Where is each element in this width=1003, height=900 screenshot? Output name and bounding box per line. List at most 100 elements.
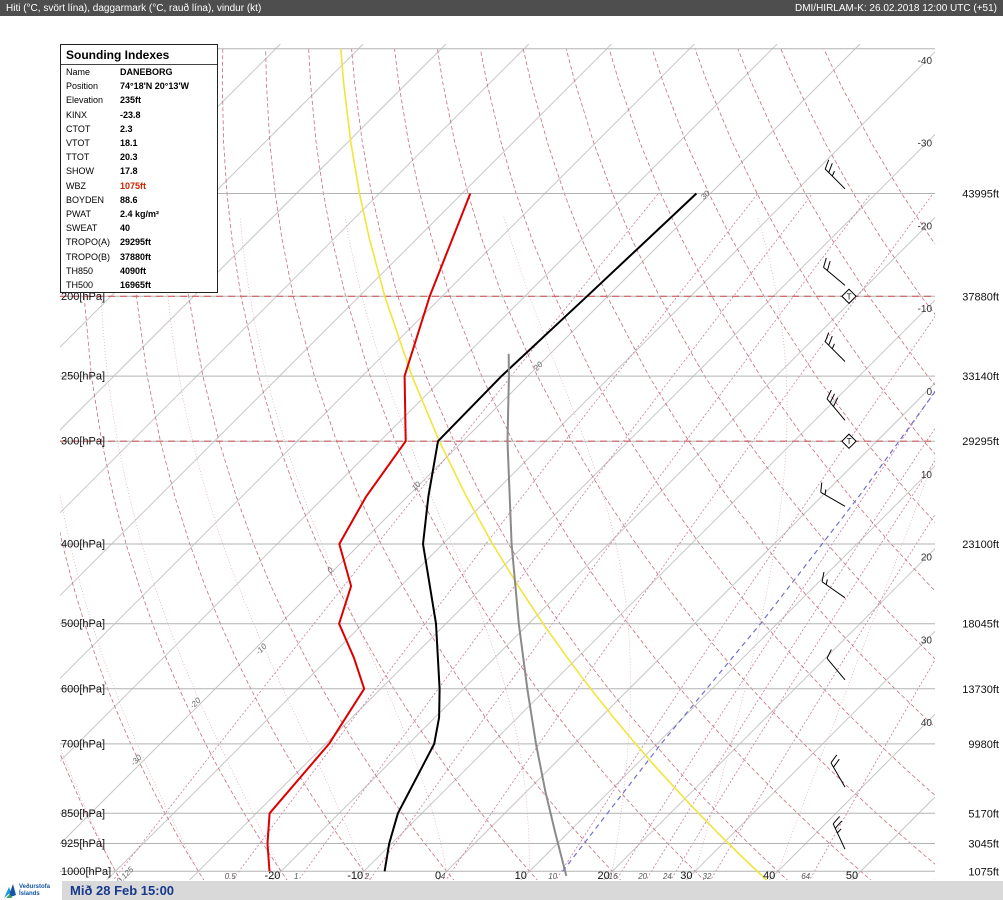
curve-temperature bbox=[383, 192, 698, 872]
dry-adiabats bbox=[60, 48, 935, 880]
index-value: 235ft bbox=[120, 95, 142, 106]
svg-text:T: T bbox=[847, 292, 852, 301]
index-row: TTOT 20.3 bbox=[61, 150, 217, 164]
index-value: 4090ft bbox=[120, 265, 147, 276]
svg-text:-10: -10 bbox=[918, 304, 933, 315]
svg-text:0: 0 bbox=[926, 387, 932, 398]
index-value: -23.8 bbox=[120, 109, 141, 120]
logo-line-1: Veðurstofa bbox=[19, 884, 51, 890]
vedurstofa-logo: Veðurstofa Íslands bbox=[0, 881, 62, 900]
index-label: TTOT bbox=[66, 152, 90, 163]
svg-text:32: 32 bbox=[703, 872, 712, 881]
legend-text: Hiti (°C, svört lína), daggarmark (°C, r… bbox=[6, 2, 262, 14]
index-value: 2.4 kg/m² bbox=[120, 209, 160, 220]
index-row: Position 74°18'N 20°13'W bbox=[61, 79, 217, 93]
svg-text:850[hPa]: 850[hPa] bbox=[61, 808, 105, 820]
svg-text:40: 40 bbox=[763, 870, 775, 882]
index-row: Elevation 235ft bbox=[61, 93, 217, 107]
svg-text:250[hPa]: 250[hPa] bbox=[61, 371, 105, 383]
svg-text:-40: -40 bbox=[918, 56, 933, 67]
svg-text:16: 16 bbox=[609, 872, 618, 881]
index-label: Name bbox=[66, 67, 91, 77]
index-value: 20.3 bbox=[120, 152, 138, 163]
curve-dewpoint bbox=[266, 193, 472, 872]
curve-standard-atmosphere bbox=[506, 353, 568, 877]
index-row: CTOT 2.3 bbox=[61, 122, 217, 136]
index-label: TH500 bbox=[66, 280, 94, 291]
index-value: 29295ft bbox=[120, 237, 152, 248]
valid-time-label: Mið 28 Feb 15:00 bbox=[70, 883, 175, 898]
svg-text:925[hPa]: 925[hPa] bbox=[61, 838, 105, 850]
svg-text:33140ft: 33140ft bbox=[962, 371, 999, 383]
index-row: SHOW 17.8 bbox=[61, 164, 217, 178]
index-row: Name DANEBORG bbox=[61, 65, 217, 79]
footer-bar: Veðurstofa Íslands Mið 28 Feb 15:00 bbox=[0, 881, 1003, 900]
svg-text:500[hPa]: 500[hPa] bbox=[61, 618, 105, 630]
index-row: SWEAT 40 bbox=[61, 221, 217, 235]
svg-text:0: 0 bbox=[325, 565, 335, 575]
index-value: DANEBORG bbox=[120, 67, 173, 77]
index-value: 40 bbox=[120, 223, 131, 234]
svg-text:-20: -20 bbox=[264, 870, 280, 882]
svg-text:700[hPa]: 700[hPa] bbox=[61, 738, 105, 750]
svg-text:24: 24 bbox=[662, 872, 672, 881]
svg-text:3045ft: 3045ft bbox=[968, 839, 999, 851]
svg-text:50: 50 bbox=[846, 870, 858, 882]
curve-blue-reference bbox=[562, 390, 935, 872]
svg-text:-30: -30 bbox=[918, 139, 933, 150]
index-row: TH500 16965ft bbox=[61, 278, 217, 292]
svg-text:400[hPa]: 400[hPa] bbox=[61, 539, 105, 551]
svg-text:200[hPa]: 200[hPa] bbox=[61, 291, 105, 303]
wind-barb bbox=[824, 332, 846, 362]
wind-barb-column bbox=[820, 159, 846, 850]
svg-text:2: 2 bbox=[364, 872, 370, 881]
index-row: KINX -23.8 bbox=[61, 108, 217, 122]
svg-text:9980ft: 9980ft bbox=[968, 739, 999, 751]
svg-text:10: 10 bbox=[921, 470, 933, 481]
indexes-title: Sounding Indexes bbox=[61, 45, 217, 65]
svg-text:40: 40 bbox=[921, 718, 933, 729]
svg-text:29295ft: 29295ft bbox=[962, 436, 999, 448]
top-bar: Hiti (°C, svört lína), daggarmark (°C, r… bbox=[0, 0, 1003, 16]
isotherm-grid bbox=[60, 44, 935, 880]
isotherm-right-labels: -40 -30 -20 -10 0 10 20 30 40 bbox=[918, 56, 933, 729]
tropopause-marker: T bbox=[841, 433, 857, 449]
wind-barb bbox=[832, 816, 846, 850]
wind-barb bbox=[820, 482, 846, 507]
wind-barb bbox=[821, 571, 846, 599]
index-label: BOYDEN bbox=[66, 194, 105, 205]
index-label: TROPO(A) bbox=[66, 237, 110, 248]
index-label: WBZ bbox=[66, 180, 86, 191]
index-value: 37880ft bbox=[120, 251, 152, 262]
index-value: 18.1 bbox=[120, 138, 138, 149]
svg-text:-10: -10 bbox=[347, 870, 363, 882]
pressure-axis-labels: 200[hPa] 250[hPa] 300[hPa] 400[hPa] 500[hPa]… bbox=[61, 291, 111, 878]
index-label: SHOW bbox=[66, 166, 94, 177]
svg-text:18045ft: 18045ft bbox=[962, 619, 999, 631]
svg-text:0: 0 bbox=[435, 870, 441, 882]
sounding-indexes-panel: Sounding Indexes Name DANEBORG Position 74°… bbox=[60, 44, 218, 294]
svg-text:300[hPa]: 300[hPa] bbox=[61, 436, 105, 448]
svg-text:20: 20 bbox=[637, 872, 647, 881]
svg-text:-20: -20 bbox=[918, 221, 933, 232]
index-row: TROPO(A) 29295ft bbox=[61, 235, 217, 249]
svg-text:20: 20 bbox=[597, 870, 609, 882]
wind-barb bbox=[826, 389, 846, 421]
index-value: 17.8 bbox=[120, 166, 138, 177]
index-row: PWAT 2.4 kg/m² bbox=[61, 207, 217, 221]
svg-text:1: 1 bbox=[294, 872, 298, 881]
svg-text:10: 10 bbox=[515, 870, 527, 882]
index-value: 16965ft bbox=[120, 280, 152, 291]
index-value: 1075ft bbox=[120, 180, 147, 191]
wind-barb bbox=[826, 649, 846, 681]
parcel-curve bbox=[340, 48, 768, 880]
index-row: VTOT 18.1 bbox=[61, 136, 217, 150]
index-label: CTOT bbox=[66, 123, 91, 134]
index-value: 88.6 bbox=[120, 194, 138, 205]
svg-text:13730ft: 13730ft bbox=[962, 684, 999, 696]
svg-text:20: 20 bbox=[921, 553, 933, 564]
index-label: Position bbox=[66, 81, 99, 92]
index-row: WBZ 1075ft bbox=[61, 179, 217, 193]
isotherm-bottom-labels: -20 -10 0 10 20 30 40 50 bbox=[264, 870, 858, 882]
